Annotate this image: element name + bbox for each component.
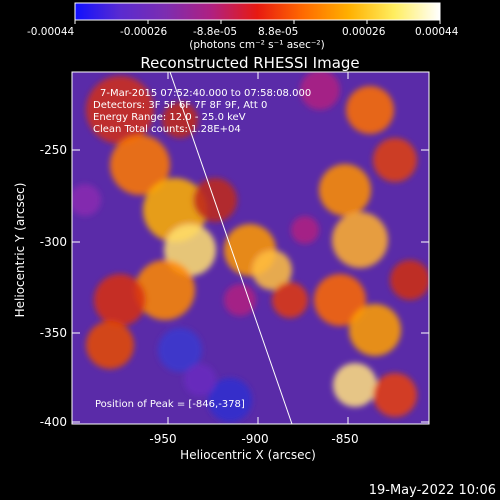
- y-axis-label: Heliocentric Y (arcsec): [13, 183, 27, 318]
- colorbar-unit-label: (photons cm⁻² s⁻¹ asec⁻²): [189, 39, 324, 51]
- axis-ticks: [72, 72, 429, 424]
- x-tick-label: -950: [149, 432, 176, 446]
- x-tick-label: -850: [331, 432, 358, 446]
- peak-position-label: Position of Peak = [-846,-378]: [95, 399, 245, 410]
- intensity-blob: [272, 282, 308, 318]
- intensity-blob: [373, 373, 417, 417]
- info-detectors: Detectors: 3F 5F 6F 7F 8F 9F, Att 0: [93, 100, 267, 111]
- intensity-blob: [346, 86, 394, 134]
- intensity-blob: [135, 260, 195, 320]
- image-title: Reconstructed RHESSI Image: [140, 54, 359, 72]
- colorbar-tick-label: -0.00044: [27, 26, 75, 38]
- solar-limb-line: [169, 72, 293, 424]
- y-tick-label: -350: [40, 326, 67, 340]
- intensity-blob: [314, 274, 366, 326]
- intensity-blob: [94, 274, 146, 326]
- colorbar: [74, 2, 441, 21]
- y-tick-label: -300: [40, 235, 67, 249]
- plot-frame: [71, 71, 430, 425]
- footer-timestamp: 19-May-2022 10:06: [369, 483, 496, 498]
- intensity-blob: [72, 184, 101, 216]
- colorbar-tick-label: -0.00026: [120, 26, 168, 38]
- colorbar-tick-label: 0.00044: [415, 26, 459, 38]
- intensity-blob: [162, 102, 198, 138]
- rhessi-image: [72, 72, 429, 424]
- intensity-blob: [86, 76, 154, 144]
- intensity-blob: [208, 378, 252, 422]
- x-axis-label: Heliocentric X (arcsec): [180, 448, 316, 462]
- intensity-blob: [224, 284, 256, 316]
- x-tick-label: -900: [241, 432, 268, 446]
- y-tick-label: -250: [40, 143, 67, 157]
- intensity-blob: [390, 260, 429, 300]
- intensity-blob: [319, 164, 371, 216]
- colorbar-tick-label: 8.8e-05: [258, 26, 298, 38]
- intensity-blob: [349, 304, 401, 356]
- info-energy-range: Energy Range: 12.0 - 25.0 keV: [93, 112, 246, 123]
- intensity-blob: [184, 364, 216, 396]
- intensity-blob: [332, 212, 388, 268]
- intensity-blob: [373, 138, 417, 182]
- info-time-range: 7-Mar-2015 07:52:40.000 to 07:58:08.000: [100, 88, 311, 99]
- colorbar-ticks: [74, 20, 441, 24]
- intensity-blob: [193, 178, 237, 222]
- colorbar-tick-label: 0.00026: [342, 26, 386, 38]
- info-counts: Clean Total counts: 1.28E+04: [93, 124, 241, 135]
- intensity-blob: [86, 321, 134, 369]
- intensity-blob: [333, 363, 377, 407]
- y-tick-label: -400: [40, 415, 67, 429]
- intensity-blob: [158, 328, 202, 372]
- colorbar-tick-label: -8.8e-05: [193, 26, 237, 38]
- intensity-blob: [110, 135, 170, 195]
- intensity-blob: [300, 72, 340, 110]
- intensity-blob: [291, 216, 319, 244]
- intensity-blob: [252, 250, 292, 290]
